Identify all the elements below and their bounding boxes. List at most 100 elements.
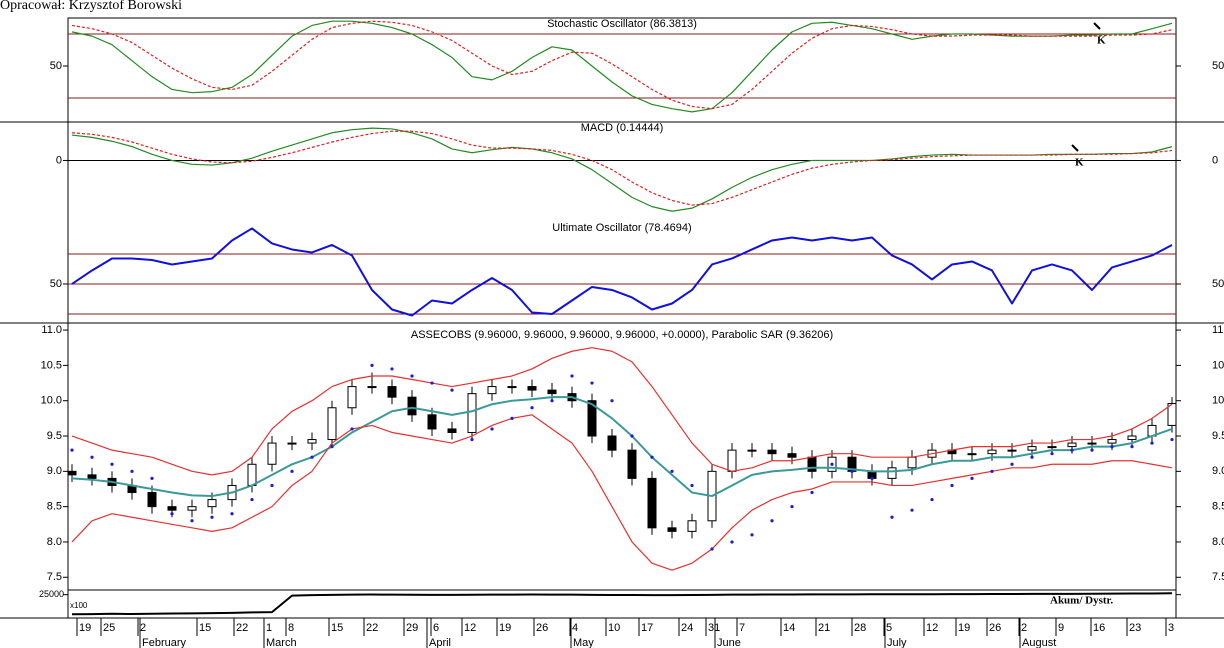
candle-body [287, 442, 297, 445]
candle-body [607, 435, 617, 451]
y-tick-label: 8.0 [47, 536, 62, 548]
sar-dot [250, 497, 254, 502]
sar-dot [350, 427, 354, 431]
candle-body [807, 456, 817, 472]
sar-dot [890, 515, 894, 519]
sar-dot [1130, 445, 1134, 449]
x-tick-label: 19 [499, 622, 511, 634]
sar-dot [830, 462, 834, 466]
candle-body [147, 492, 157, 508]
sar-dot [510, 416, 514, 420]
sar-dot [490, 427, 494, 431]
candle-body [1167, 403, 1177, 426]
candle-body [667, 527, 677, 532]
candle-body [587, 400, 597, 437]
y-tick-label: 8.0 [1212, 536, 1224, 548]
series-line [71, 20, 1173, 110]
candle-body [167, 506, 177, 511]
y-tick-label: 10.5 [1212, 359, 1224, 371]
x-tick-label: 23 [1129, 622, 1141, 634]
y-tick-label: 11.0 [1212, 324, 1224, 336]
month-label: June [717, 637, 741, 648]
sar-dot [790, 505, 794, 509]
sar-dot [1110, 445, 1114, 449]
series-line [71, 414, 1173, 571]
panel-title: ASSECOBS (9.96000, 9.96000, 9.96000, 9.9… [411, 329, 833, 341]
sar-dot [290, 469, 294, 473]
candle-body [1007, 449, 1017, 452]
series-line [71, 227, 1173, 317]
candle-body [267, 442, 277, 465]
x-tick-label: 2 [140, 622, 146, 634]
x-tick-label: 14 [783, 622, 795, 634]
series-line [71, 347, 1173, 476]
sar-dot [570, 374, 574, 378]
sar-dot [670, 469, 674, 473]
sar-dot [1050, 452, 1054, 456]
sar-dot [450, 388, 454, 392]
y-tick-label: 50 [1212, 278, 1224, 290]
candle-body [887, 467, 897, 479]
sar-dot [770, 519, 774, 523]
sar-dot [170, 512, 174, 516]
x-tick-label: 28 [854, 622, 866, 634]
candle-body [467, 393, 477, 433]
sar-dot [530, 406, 534, 410]
sar-dot [550, 399, 554, 403]
sar-dot [1150, 441, 1154, 445]
y-tick-label: 25000 [39, 589, 64, 599]
candle-body [987, 449, 997, 455]
sar-dot [690, 483, 694, 488]
y-tick-label: 7.5 [47, 571, 62, 583]
y-tick-label: 50 [50, 60, 62, 72]
candle-body [367, 386, 377, 389]
candle-body [507, 386, 517, 389]
y-tick-label: 9.5 [47, 430, 62, 442]
sar-dot [930, 497, 934, 502]
x-tick-label: 31 [708, 622, 720, 634]
panel-label: Akum/ Dystr. [1050, 595, 1113, 607]
sar-dot [630, 434, 634, 438]
month-label: April [429, 637, 451, 648]
annotation-arrow [1071, 144, 1079, 152]
candle-body [727, 449, 737, 472]
sar-dot [370, 363, 374, 367]
sar-dot [130, 469, 134, 473]
candle-body [247, 463, 257, 486]
sar-dot [410, 374, 414, 378]
author: Opracował: Krzysztof Borowski [0, 0, 182, 13]
x-tick-label: 8 [288, 622, 294, 634]
annotation: K [1075, 157, 1084, 169]
sar-dot [1170, 437, 1174, 442]
sar-dot [810, 490, 814, 495]
candle-body [87, 474, 97, 479]
sar-dot [230, 512, 234, 516]
candle-body [307, 439, 317, 444]
sar-dot [90, 455, 94, 459]
candle-body [627, 449, 637, 479]
x-tick-label: 26 [989, 622, 1001, 634]
x-tick-label: 19 [958, 622, 970, 634]
sar-dot [650, 455, 654, 459]
candle-body [747, 449, 757, 452]
sar-dot [310, 455, 314, 459]
sar-dot [470, 437, 474, 442]
sar-dot [1030, 455, 1034, 459]
y-tick-label: 7.5 [1212, 571, 1224, 583]
y-tick-label: 9.0 [1212, 465, 1224, 477]
x-tick-label: 12 [926, 622, 938, 634]
x-tick-label: 5 [886, 622, 892, 634]
series-line [71, 127, 1173, 212]
candle-body [1127, 435, 1137, 441]
candle-body [547, 389, 557, 395]
x-tick-label: 19 [79, 622, 91, 634]
sar-dot [710, 547, 714, 551]
month-label: July [887, 637, 907, 648]
y-tick-label: 10.0 [1212, 395, 1224, 407]
candle-body [427, 414, 437, 430]
sar-dot [1070, 448, 1074, 452]
annotation: K [1097, 35, 1106, 47]
candle-body [687, 520, 697, 532]
month-label: August [1022, 637, 1056, 648]
candle-body [1047, 446, 1057, 449]
